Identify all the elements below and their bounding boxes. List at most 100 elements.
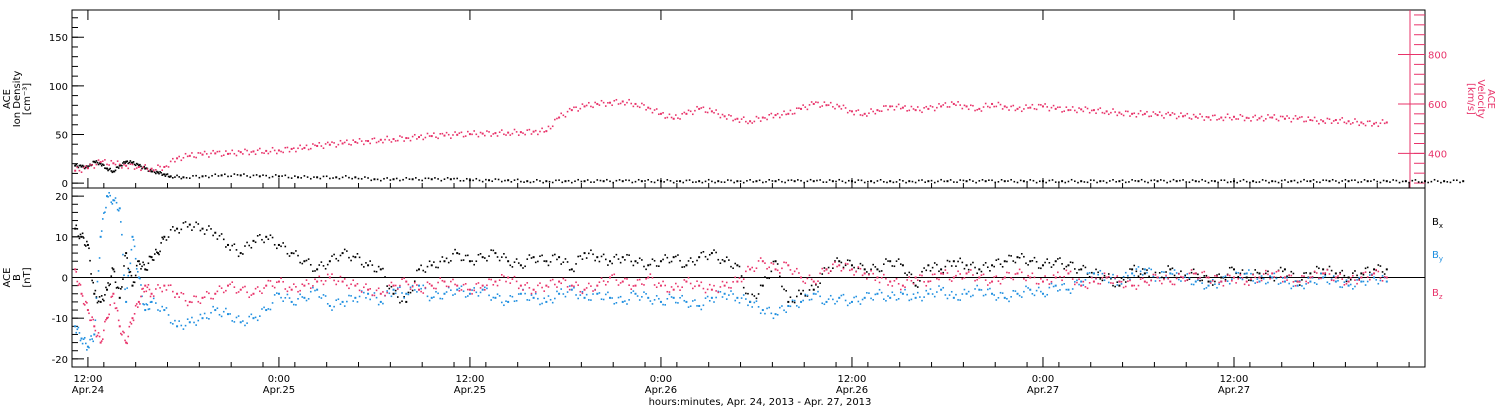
data-point <box>371 294 374 296</box>
data-point <box>596 179 599 181</box>
data-point <box>687 306 690 308</box>
data-point <box>931 273 934 276</box>
data-point <box>517 287 520 290</box>
data-point <box>886 181 888 184</box>
data-point <box>995 299 998 301</box>
data-point <box>887 284 889 286</box>
data-point <box>1267 273 1269 276</box>
data-point <box>1197 273 1199 276</box>
data-point <box>721 259 724 261</box>
data-point <box>164 175 167 177</box>
data-point <box>201 296 204 299</box>
data-point <box>84 245 87 247</box>
data-point <box>1063 275 1065 278</box>
data-point <box>396 288 399 290</box>
data-point <box>980 289 983 291</box>
data-point <box>800 179 802 182</box>
data-point <box>607 102 609 104</box>
data-point <box>558 179 560 181</box>
data-point <box>1191 179 1194 181</box>
data-point <box>776 263 779 265</box>
data-point <box>462 179 465 182</box>
data-point <box>1344 178 1347 181</box>
data-point <box>923 107 925 109</box>
data-point <box>332 177 334 179</box>
data-point <box>318 264 321 266</box>
data-point <box>1328 283 1331 285</box>
data-point <box>1235 272 1237 275</box>
data-point <box>284 297 287 299</box>
data-point <box>1203 275 1206 277</box>
data-point <box>95 296 98 298</box>
data-point <box>1341 269 1344 272</box>
data-point <box>857 266 860 268</box>
data-point <box>1282 270 1284 273</box>
data-point <box>1262 273 1265 275</box>
data-point <box>534 292 537 295</box>
data-point <box>1216 286 1218 289</box>
data-point <box>662 111 664 114</box>
data-point <box>766 267 768 270</box>
data-point <box>167 175 170 178</box>
data-point <box>812 292 815 295</box>
data-point <box>1124 285 1127 288</box>
data-point <box>749 300 752 303</box>
data-point <box>140 268 142 270</box>
data-point <box>899 291 902 294</box>
data-point <box>1258 272 1261 275</box>
data-point <box>239 174 242 177</box>
data-point <box>800 276 803 279</box>
data-point <box>280 277 282 280</box>
data-point <box>1360 276 1363 279</box>
data-point <box>708 299 711 302</box>
data-point <box>1311 276 1314 279</box>
data-point <box>113 199 116 202</box>
data-point <box>426 281 429 284</box>
data-point <box>1224 280 1227 282</box>
data-point <box>770 270 773 273</box>
data-point <box>974 109 976 112</box>
data-point <box>1033 294 1036 297</box>
data-point <box>78 237 81 240</box>
data-point <box>997 280 1000 282</box>
data-point <box>1069 261 1072 264</box>
data-point <box>581 258 584 260</box>
data-point <box>670 286 673 288</box>
data-point <box>373 178 376 181</box>
data-point <box>445 291 448 293</box>
data-point <box>369 288 371 290</box>
data-point <box>598 104 601 106</box>
data-point <box>1334 119 1337 122</box>
data-point <box>445 257 448 260</box>
data-point <box>532 296 535 299</box>
data-point <box>1186 273 1189 275</box>
data-point <box>1290 287 1293 290</box>
data-point <box>500 129 503 131</box>
y-tick-label: 150 <box>49 33 68 44</box>
data-point <box>1052 274 1055 276</box>
data-point <box>1048 283 1051 285</box>
data-point <box>390 141 393 143</box>
data-point <box>1324 274 1327 277</box>
data-point <box>1245 180 1248 183</box>
data-point <box>375 141 378 144</box>
data-point <box>815 284 817 286</box>
data-point <box>392 284 395 287</box>
data-point <box>653 181 656 184</box>
data-point <box>354 176 357 179</box>
data-point <box>477 135 480 138</box>
data-point <box>505 256 507 259</box>
data-point <box>467 130 469 133</box>
data-point <box>853 274 855 276</box>
data-point <box>172 157 174 160</box>
data-point <box>250 294 253 296</box>
data-point <box>114 163 117 166</box>
data-point <box>88 312 90 315</box>
data-point <box>184 152 187 155</box>
data-point <box>394 140 397 142</box>
data-point <box>115 201 118 204</box>
data-point <box>77 235 80 237</box>
data-point <box>483 289 486 291</box>
data-point <box>883 273 885 276</box>
data-point <box>134 164 137 167</box>
